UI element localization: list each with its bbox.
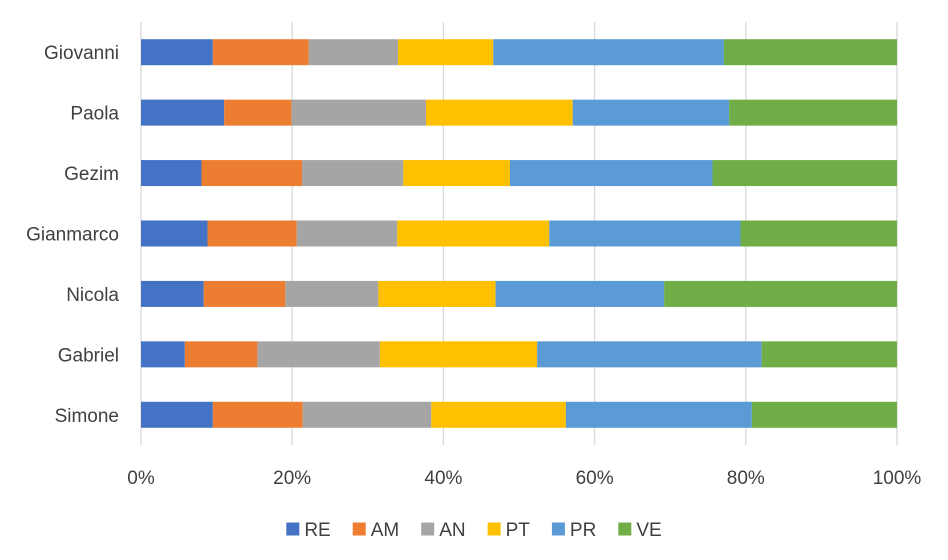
bar-segment-am-paola [224, 99, 292, 126]
category-labels: Giovanni Paola Gezim Gianmarco Nicola Gabriel… [26, 43, 119, 427]
legend-label-pr: PR [570, 520, 596, 541]
bar-segment-an-giovanni [308, 39, 399, 66]
bar-segment-re-gabriel [141, 341, 185, 368]
bar-segment-pt-simone [431, 401, 566, 428]
bars [141, 39, 897, 428]
bar-segment-am-gianmarco [207, 220, 297, 247]
bar-segment-an-paola [291, 99, 427, 126]
bar-segment-ve-gezim [712, 160, 897, 187]
category-label: Gabriel [58, 345, 119, 366]
legend-swatch-ve [618, 522, 632, 536]
bar-segment-an-nicola [285, 280, 379, 307]
bar-segment-pt-gabriel [379, 341, 538, 368]
bar-segment-pr-nicola [495, 280, 665, 307]
legend-label-ve: VE [636, 520, 661, 541]
category-label: Giovanni [44, 43, 119, 64]
bar-segment-ve-gabriel [761, 341, 897, 368]
bar-segment-am-simone [212, 401, 303, 428]
bar-segment-am-giovanni [212, 39, 309, 66]
bar-segment-an-gabriel [257, 341, 380, 368]
x-tick-label: 40% [424, 468, 462, 489]
category-label: Gianmarco [26, 225, 119, 246]
legend-label-re: RE [304, 520, 330, 541]
x-tick-label: 20% [273, 468, 311, 489]
legend-swatch-an [421, 522, 435, 536]
bar-segment-pr-simone [565, 401, 752, 428]
legend-label-an: AN [439, 520, 465, 541]
x-tick-label: 0% [127, 468, 155, 489]
bar-segment-pr-paola [572, 99, 730, 126]
bar-segment-ve-simone [751, 401, 897, 428]
bar-segment-ve-giovanni [723, 39, 897, 66]
category-label: Simone [55, 406, 119, 427]
bar-segment-re-gianmarco [141, 220, 208, 247]
category-label: Gezim [64, 164, 119, 185]
bar-segment-pr-gabriel [537, 341, 762, 368]
bar-segment-pt-nicola [378, 280, 496, 307]
bar-segment-re-gezim [141, 160, 202, 187]
bar-segment-pr-gianmarco [549, 220, 741, 247]
bar-segment-an-gianmarco [296, 220, 398, 247]
legend-swatch-pt [487, 522, 501, 536]
x-tick-label: 60% [576, 468, 614, 489]
x-tick-labels: 0% 20% 40% 60% 80% 100% [127, 468, 921, 489]
bar-segment-pr-giovanni [493, 39, 724, 66]
bar-segment-am-gabriel [184, 341, 258, 368]
bar-segment-re-paola [141, 99, 225, 126]
bar-segment-pt-paola [426, 99, 573, 126]
bar-segment-ve-paola [729, 99, 897, 126]
bar-segment-an-gezim [302, 160, 404, 187]
category-label: Nicola [66, 285, 119, 306]
legend-label-pt: PT [506, 520, 531, 541]
bar-segment-pt-gianmarco [397, 220, 550, 247]
bar-segment-re-simone [141, 401, 213, 428]
legend-swatch-am [352, 522, 366, 536]
x-tick-label: 80% [727, 468, 765, 489]
bar-segment-re-giovanni [141, 39, 213, 66]
bar-segment-pt-giovanni [398, 39, 494, 66]
bar-segment-ve-nicola [664, 280, 897, 307]
bar-segment-re-nicola [141, 280, 204, 307]
legend-label-am: AM [371, 520, 400, 541]
bar-segment-pr-gezim [509, 160, 713, 187]
category-label: Paola [70, 104, 119, 125]
bar-segment-an-simone [302, 401, 432, 428]
legend: RE AM AN PT PR VE [286, 520, 662, 541]
bar-segment-am-gezim [201, 160, 303, 187]
bar-segment-pt-gezim [403, 160, 510, 187]
legend-swatch-re [286, 522, 300, 536]
x-tick-label: 100% [873, 468, 922, 489]
bar-segment-am-nicola [203, 280, 286, 307]
bar-segment-ve-gianmarco [740, 220, 897, 247]
legend-swatch-pr [551, 522, 565, 536]
